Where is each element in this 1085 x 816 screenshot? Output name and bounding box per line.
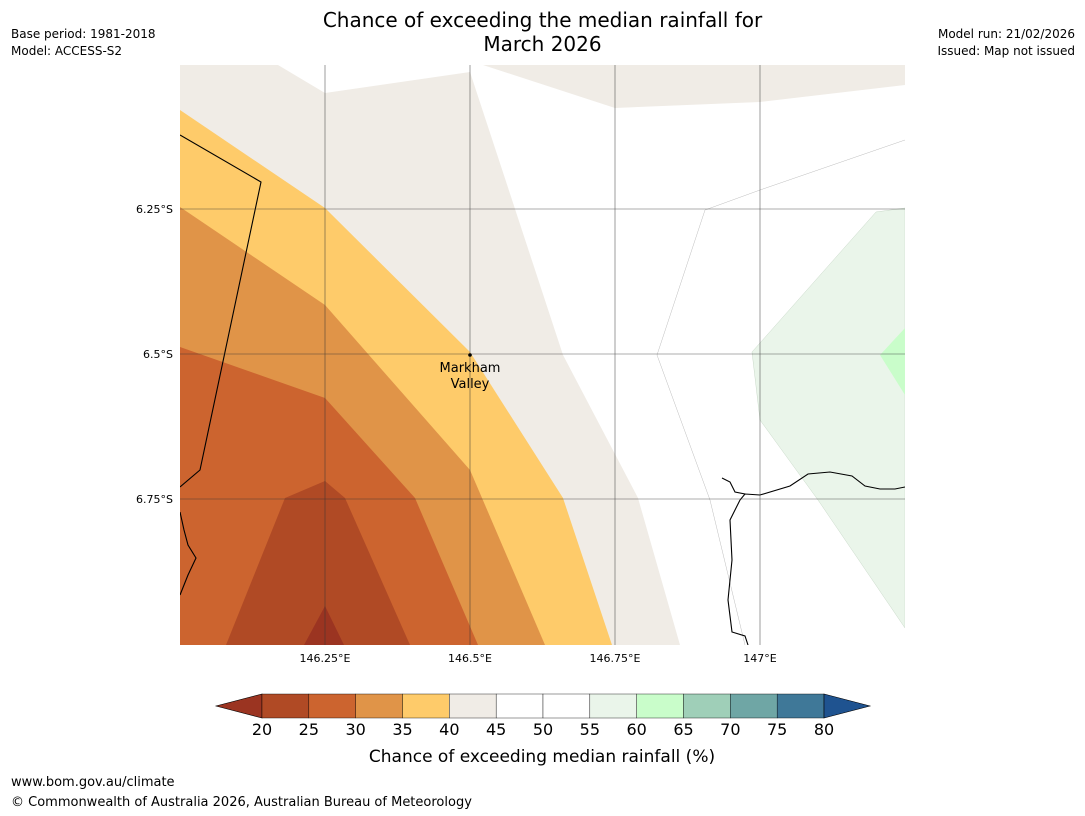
colorbar-segment xyxy=(636,693,684,719)
lat-label: 6.5°S xyxy=(143,348,173,361)
colorbar-arrow-low xyxy=(214,693,263,719)
colorbar-tick-label: 70 xyxy=(720,720,740,739)
lon-label: 146.75°E xyxy=(590,652,641,665)
coastline-east xyxy=(721,471,905,645)
meta-right: Model run: 21/02/2026 Issued: Map not is… xyxy=(937,26,1075,60)
colorbar-label: Chance of exceeding median rainfall (%) xyxy=(369,747,715,767)
colorbar-tick-label: 40 xyxy=(439,720,459,739)
colorbar-tick-label: 45 xyxy=(486,720,506,739)
colorbar-tick-label: 55 xyxy=(580,720,600,739)
colorbar-tick-label: 25 xyxy=(299,720,319,739)
colorbar-tick-label: 80 xyxy=(814,720,834,739)
map-title-line2: March 2026 xyxy=(483,32,602,56)
place-label-line1: Markham xyxy=(440,361,501,376)
colorbar-tick-label: 75 xyxy=(767,720,787,739)
colorbar-tick-label: 65 xyxy=(673,720,693,739)
colorbar-segment xyxy=(730,693,778,719)
colorbar-segment xyxy=(308,693,356,719)
colorbar-tick-label: 35 xyxy=(392,720,412,739)
lat-label: 6.75°S xyxy=(136,493,173,506)
band-below-20 xyxy=(304,606,344,645)
colorbar-segment xyxy=(402,693,450,719)
colorbar-segment xyxy=(589,693,637,719)
place-marker xyxy=(468,353,472,357)
map-title: Chance of exceeding the median rainfall … xyxy=(0,8,1085,56)
band-20-25 xyxy=(226,481,410,645)
colorbar-segment xyxy=(542,693,591,719)
colorbar-tick-label: 20 xyxy=(252,720,272,739)
place-label-line2: Valley xyxy=(451,377,490,392)
border-line xyxy=(180,134,262,488)
lon-label: 147°E xyxy=(743,652,776,665)
meta-left: Base period: 1981-2018 Model: ACCESS-S2 xyxy=(11,26,156,60)
issued-text: Issued: Map not issued xyxy=(937,44,1075,58)
model-text: Model: ACCESS-S2 xyxy=(11,44,123,58)
band-40-45-top xyxy=(483,65,905,108)
colorbar-ticks: 20 25 30 35 40 45 50 55 60 65 70 75 80 xyxy=(252,720,834,739)
colorbar xyxy=(214,693,872,719)
colorbar-arrow-high xyxy=(823,693,872,719)
colorbar-segment xyxy=(495,693,544,719)
footer-copyright: © Commonwealth of Australia 2026, Austra… xyxy=(11,795,472,810)
colorbar-segment xyxy=(355,693,403,719)
colorbar-tick-label: 60 xyxy=(626,720,646,739)
coastline-west xyxy=(180,511,197,596)
model-run-text: Model run: 21/02/2026 xyxy=(937,27,1075,41)
band-60-65 xyxy=(880,328,905,395)
colorbar-tick-label: 50 xyxy=(533,720,553,739)
map-area: Markham Valley xyxy=(180,65,905,645)
lat-label: 6.25°S xyxy=(136,203,173,216)
contour-50 xyxy=(656,139,905,645)
map-title-line1: Chance of exceeding the median rainfall … xyxy=(322,8,763,32)
lon-label: 146.25°E xyxy=(300,652,351,665)
colorbar-tick-label: 30 xyxy=(345,720,365,739)
colorbar-segment xyxy=(261,693,310,719)
base-period-text: Base period: 1981-2018 xyxy=(11,27,156,41)
lon-label: 146.5°E xyxy=(448,652,492,665)
colorbar-segment xyxy=(683,693,731,719)
footer-url[interactable]: www.bom.gov.au/climate xyxy=(11,775,175,790)
colorbar-segment xyxy=(776,693,825,719)
colorbar-segment xyxy=(449,693,497,719)
